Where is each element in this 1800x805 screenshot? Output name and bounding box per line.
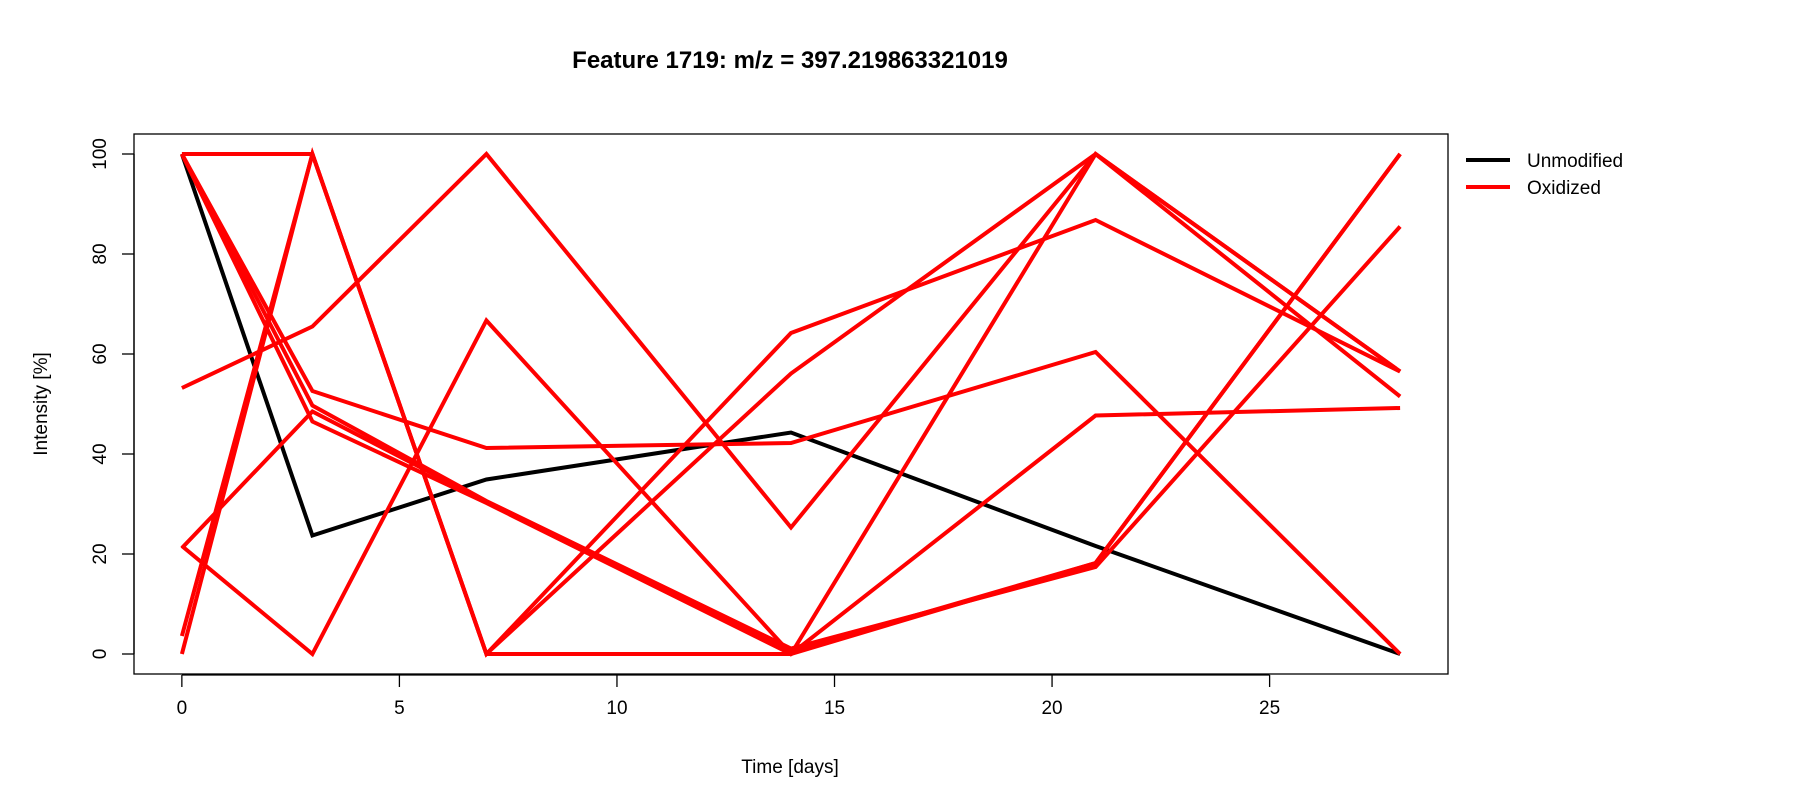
x-tick-label: 0	[177, 698, 188, 719]
y-tick-label: 80	[90, 243, 111, 264]
x-axis: 0 5 10 15 20 25	[177, 674, 1280, 719]
y-tick-label: 40	[90, 443, 111, 464]
y-tick-label: 100	[90, 138, 111, 170]
y-tick-label: 60	[90, 343, 111, 364]
y-tick-label: 20	[90, 543, 111, 564]
y-axis: 0 20 40 60 80 100	[90, 138, 135, 660]
y-axis-label: Intensity [%]	[31, 352, 52, 456]
legend-label-oxidized: Oxidized	[1527, 178, 1601, 199]
series-layer	[179, 147, 1402, 658]
x-tick-label: 10	[606, 698, 627, 719]
x-tick-label: 15	[824, 698, 845, 719]
x-axis-label: Time [days]	[741, 757, 839, 778]
y-tick-label: 0	[90, 649, 111, 660]
chart-title: Feature 1719: m/z = 397.219863321019	[572, 47, 1008, 74]
oxidized-series-line-9	[179, 147, 1402, 656]
legend: Unmodified Oxidized	[1466, 151, 1623, 199]
oxidized-series-line-10	[180, 152, 1402, 654]
legend-label-unmodified: Unmodified	[1527, 151, 1623, 172]
unmodified-series-line-1	[180, 153, 1401, 656]
x-tick-label: 20	[1041, 698, 1062, 719]
oxidized-series-line-3	[180, 153, 1402, 656]
oxidized-series-line-2	[181, 152, 1401, 658]
oxidized-series-line-7	[180, 317, 1401, 658]
x-tick-label: 5	[394, 698, 405, 719]
x-tick-label: 25	[1259, 698, 1280, 719]
